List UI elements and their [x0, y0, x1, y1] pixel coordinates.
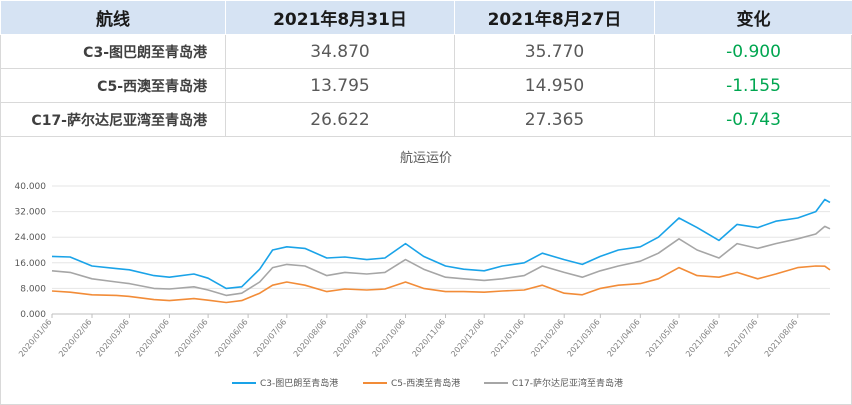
legend-label: C17-萨尔达尼亚湾至青岛港 — [512, 377, 623, 389]
x-tick-label: 2021/06/06 — [684, 318, 721, 359]
chart-legend: C3-图巴朗至青岛港 C5-西澳至青岛港 C17-萨尔达尼亚湾至青岛港 — [232, 377, 623, 389]
x-tick-label: 2021/02/06 — [529, 318, 566, 359]
x-axis: 2020/01/06 2020/02/06 2020/03/06 2020/04/06… — [17, 314, 799, 359]
header-previous-date: 2021年8月27日 — [454, 0, 655, 35]
x-tick-label: 2021/05/06 — [644, 318, 681, 359]
x-tick-label: 2021/01/06 — [489, 318, 526, 359]
series-line — [51, 225, 831, 297]
freight-rate-chart: 航运运价 0.0008.00016.00024.00032.00040.000 … — [15, 150, 831, 389]
series-line — [51, 265, 831, 304]
previous-value-cell: 27.365 — [454, 102, 655, 137]
x-tick-label: 2020/08/06 — [292, 318, 329, 359]
change-cell: -0.900 — [654, 34, 852, 69]
x-tick-label: 2020/07/06 — [252, 318, 289, 359]
route-cell: C3-图巴朗至青岛港 — [0, 34, 226, 69]
x-tick-label: 2020/06/06 — [213, 318, 250, 359]
legend-label: C3-图巴朗至青岛港 — [260, 377, 338, 389]
x-tick-label: 2021/03/06 — [565, 318, 602, 359]
table-row: C17-萨尔达尼亚湾至青岛港 26.622 27.365 -0.743 — [0, 102, 852, 137]
route-cell: C5-西澳至青岛港 — [0, 68, 226, 103]
x-tick-label: 2020/05/06 — [173, 318, 210, 359]
y-tick-label: 24.000 — [15, 233, 47, 243]
chart-grid — [52, 185, 830, 315]
header-current-date: 2021年8月31日 — [225, 0, 455, 35]
chart-title: 航运运价 — [400, 150, 452, 166]
x-tick-label: 2020/11/06 — [411, 318, 448, 359]
current-value-cell: 13.795 — [225, 68, 455, 103]
previous-value-cell: 14.950 — [454, 68, 655, 103]
change-cell: -1.155 — [654, 68, 852, 103]
y-tick-label: 0.000 — [20, 310, 46, 320]
table-header-row: 航线 2021年8月31日 2021年8月27日 变化 — [0, 0, 852, 35]
freight-rate-table: 航线 2021年8月31日 2021年8月27日 变化 C3-图巴朗至青岛港 3… — [0, 0, 852, 137]
change-cell: -0.743 — [654, 102, 852, 137]
legend-label: C5-西澳至青岛港 — [391, 377, 460, 389]
route-cell: C17-萨尔达尼亚湾至青岛港 — [0, 102, 226, 137]
x-tick-label: 2020/01/06 — [17, 318, 54, 359]
current-value-cell: 26.622 — [225, 102, 455, 137]
table-row: C5-西澳至青岛港 13.795 14.950 -1.155 — [0, 68, 852, 103]
series-lines — [51, 198, 831, 304]
y-tick-label: 8.000 — [20, 284, 46, 294]
x-tick-label: 2020/03/06 — [94, 318, 131, 359]
table-row: C3-图巴朗至青岛港 34.870 35.770 -0.900 — [0, 34, 852, 69]
x-tick-label: 2020/09/06 — [332, 318, 369, 359]
y-axis: 0.000 8.000 16.000 24.000 32.000 40.000 — [15, 182, 47, 320]
y-tick-label: 16.000 — [15, 259, 47, 269]
header-change: 变化 — [654, 0, 852, 35]
x-tick-label: 2021/07/06 — [723, 318, 760, 359]
previous-value-cell: 35.770 — [454, 34, 655, 69]
y-tick-label: 40.000 — [15, 182, 47, 192]
series-line — [51, 198, 831, 290]
header-route: 航线 — [0, 0, 226, 35]
x-tick-label: 2021/08/06 — [763, 318, 800, 359]
x-tick-label: 2020/10/06 — [371, 318, 408, 359]
x-tick-label: 2021/04/06 — [605, 318, 642, 359]
y-tick-label: 32.000 — [15, 208, 47, 218]
x-tick-label: 2020/04/06 — [134, 318, 171, 359]
x-tick-label: 2020/02/06 — [57, 318, 94, 359]
x-tick-label: 2020/12/06 — [449, 318, 486, 359]
current-value-cell: 34.870 — [225, 34, 455, 69]
